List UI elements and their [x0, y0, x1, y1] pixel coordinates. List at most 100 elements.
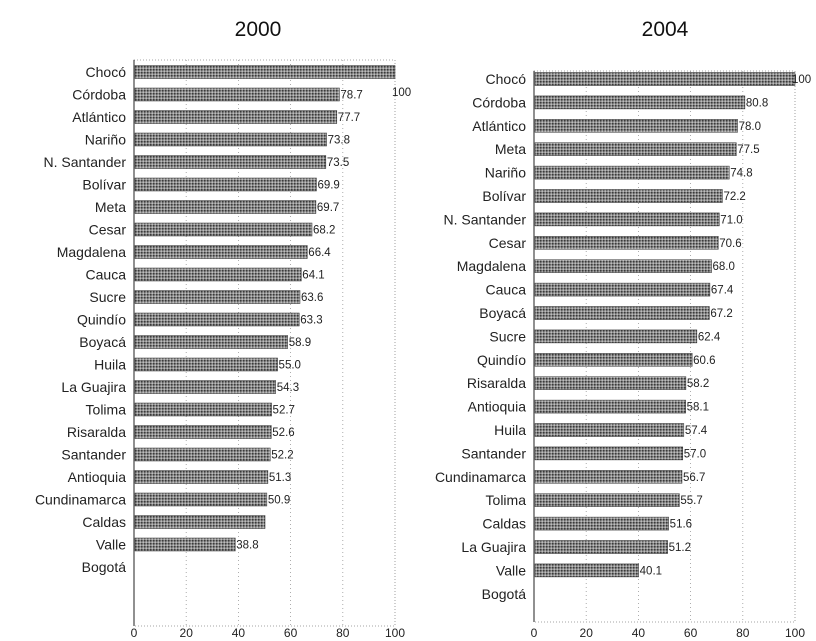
category-label: Chocó: [486, 71, 527, 87]
category-label: N. Santander: [444, 211, 527, 227]
bar: [534, 95, 746, 110]
bar: [534, 376, 687, 390]
category-label: Antioquia: [468, 399, 527, 415]
bar: [134, 447, 271, 462]
bar: [534, 399, 686, 414]
x-tick-label: 0: [531, 626, 538, 640]
value-label: 78.7: [340, 90, 362, 102]
category-label: Risaralda: [467, 375, 526, 391]
category-label: Huila: [94, 357, 126, 373]
bar: [134, 357, 278, 372]
value-label: 38.8: [236, 540, 258, 552]
x-tick-label: 80: [336, 626, 350, 640]
bar: [134, 380, 276, 394]
bar: [134, 267, 302, 282]
bar: [534, 306, 710, 320]
bar: [534, 516, 669, 531]
value-label: 71.0: [720, 214, 742, 226]
category-label: Caldas: [482, 516, 526, 532]
category-label: Córdoba: [472, 94, 526, 110]
value-label: 57.0: [684, 448, 706, 460]
x-tick-label: 60: [284, 626, 298, 640]
bar: [134, 492, 268, 507]
category-label: La Guajira: [461, 539, 526, 555]
chart-2004: 2004 Chocó 100 Córdoba 80.8 Atlántico 78.0 Meta…: [435, 18, 811, 640]
bar: [534, 353, 693, 367]
value-label: 52.7: [273, 405, 295, 417]
value-label: 77.7: [338, 112, 360, 124]
value-label: 56.7: [683, 472, 705, 484]
x-tick-label: 40: [632, 626, 646, 640]
category-label: Huila: [494, 422, 526, 438]
bar: [134, 402, 272, 417]
bar: [534, 259, 712, 273]
bar: [134, 87, 340, 102]
category-label: Boyacá: [79, 334, 126, 350]
category-label: Cauca: [486, 282, 527, 298]
bar: [534, 563, 639, 578]
value-label: 78.0: [739, 121, 761, 133]
category-label: Atlántico: [72, 109, 126, 125]
value-label: 73.8: [328, 135, 350, 147]
bar: [134, 245, 308, 259]
value-label: 77.5: [737, 144, 759, 156]
value-label: 64.1: [302, 270, 324, 282]
value-label: 67.2: [710, 308, 732, 320]
bar: [534, 236, 719, 250]
chart-title: 2004: [642, 18, 689, 41]
x-tick-label: 20: [580, 626, 594, 640]
value-label: 68.2: [313, 225, 335, 237]
bar: [134, 425, 272, 439]
category-label: Nariño: [85, 132, 126, 148]
value-label: 69.9: [317, 180, 339, 192]
category-label: Cesar: [489, 235, 527, 251]
category-label: Magdalena: [457, 258, 526, 274]
value-label: 100: [392, 87, 411, 99]
category-label: Santander: [61, 447, 126, 463]
category-label: Bolívar: [82, 177, 126, 193]
bar: [134, 65, 396, 79]
bar: [134, 132, 327, 147]
category-label: Magdalena: [57, 244, 126, 260]
bar: [134, 290, 301, 304]
x-tick-label: 100: [385, 626, 405, 640]
bar: [534, 540, 668, 554]
category-label: Meta: [95, 199, 126, 215]
value-label: 51.3: [269, 472, 291, 484]
value-label: 60.6: [693, 355, 715, 367]
value-label: 55.0: [279, 360, 301, 372]
bar: [134, 110, 338, 124]
bar: [134, 177, 317, 192]
bar: [534, 142, 737, 156]
x-tick-label: 20: [180, 626, 194, 640]
value-label: 57.4: [685, 425, 708, 437]
category-label: Chocó: [86, 64, 127, 80]
category-label: Valle: [96, 537, 126, 553]
category-label: N. Santander: [44, 154, 127, 170]
bar: [534, 119, 738, 133]
x-tick-label: 100: [785, 626, 805, 640]
value-label: 67.4: [711, 285, 734, 297]
value-label: 72.2: [723, 191, 745, 203]
chart-title: 2000: [235, 18, 282, 41]
value-label: 63.6: [301, 292, 323, 304]
category-label: Cauca: [86, 267, 127, 283]
x-tick-label: 40: [232, 626, 246, 640]
bar: [134, 222, 313, 237]
bar: [534, 329, 698, 344]
value-label: 80.8: [746, 97, 768, 109]
bar: [534, 72, 796, 86]
category-label: Bogotá: [482, 586, 527, 602]
category-label: Caldas: [82, 514, 126, 530]
bar: [134, 335, 288, 349]
bar: [134, 470, 269, 484]
category-label: Córdoba: [72, 87, 126, 103]
category-label: Sucre: [89, 289, 126, 305]
bar: [134, 200, 317, 214]
category-label: Valle: [496, 562, 526, 578]
value-label: 63.3: [300, 315, 322, 327]
bar: [534, 423, 685, 437]
bar: [134, 515, 266, 529]
chart-2000: 2000 Chocó 100 Córdoba 78.7 Atlántico 77.7 Nari…: [35, 18, 411, 640]
